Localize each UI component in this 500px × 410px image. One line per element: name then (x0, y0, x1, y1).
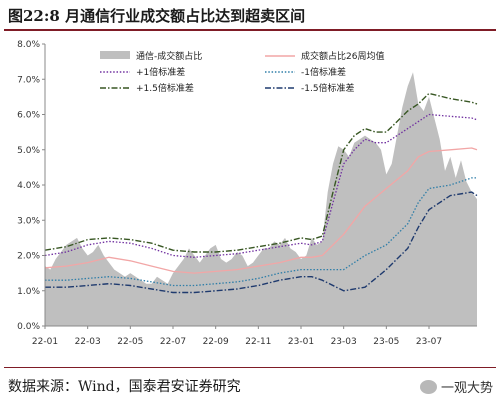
legend-label: +1倍标准差 (136, 66, 185, 78)
lines-layer (44, 92, 478, 294)
legend-label: +1.5倍标准差 (136, 82, 194, 94)
area-layer (45, 72, 477, 326)
watermark-label: 一观大势 (441, 381, 494, 396)
series-area-0 (45, 72, 477, 326)
axes-layer: 0.0% 1.0% 2.0% 3.0% 4.0% 5.0% 6.0% 7.0% 8.0% 22-0… (17, 40, 477, 347)
chart: 0.0% 1.0% 2.0% 3.0% 4.0% 5.0% 6.0% 7.0% 8.0% 22-0… (17, 40, 478, 347)
series-line-3 (45, 177, 477, 287)
wechat-icon (420, 379, 437, 394)
x-tick-label: 22-03 (75, 337, 101, 347)
series-line-2 (44, 113, 478, 258)
legend-layer: 通信-成交额占比 成交额占比26周均值 +1倍标准差 -1倍标准差 +1.5倍标准差 -1… (100, 50, 384, 94)
x-tick-label: 23-05 (373, 337, 399, 347)
series-line-1 (44, 147, 478, 274)
y-tick-label: 5.0% (17, 146, 40, 156)
y-tick-label: 2.0% (17, 252, 40, 262)
watermark: 一观大势 (420, 377, 493, 396)
y-tick-label: 3.0% (17, 216, 40, 226)
y-tick-label: 0.0% (17, 322, 40, 332)
x-tick-label: 22-11 (245, 337, 271, 347)
x-tick-label: 23-07 (416, 337, 442, 347)
x-tick-label: 22-01 (32, 337, 58, 347)
legend-swatch (100, 51, 130, 59)
series-line-4 (44, 92, 478, 253)
title-divider (4, 29, 496, 31)
x-tick-label: 22-05 (117, 337, 143, 347)
y-tick-label: 4.0% (17, 181, 40, 191)
page-title: 图22:8 月通信行业成交额占比达到超卖区间 (8, 7, 306, 25)
series-line-5 (45, 191, 478, 294)
legend-label: -1.5倍标准差 (301, 82, 355, 94)
y-tick-label: 1.0% (17, 287, 40, 297)
source-note: 数据来源：Wind，国泰君安证券研究 (8, 379, 241, 395)
footer-divider (4, 367, 496, 368)
y-tick-label: 8.0% (17, 40, 40, 50)
x-tick-label: 22-09 (203, 337, 229, 347)
x-tick-label: 22-07 (160, 337, 186, 347)
x-tick-label: 23-03 (331, 337, 357, 347)
y-tick-label: 7.0% (17, 75, 40, 85)
legend-label: 通信-成交额占比 (136, 50, 202, 62)
legend-label: 成交额占比26周均值 (301, 50, 384, 62)
y-tick-label: 6.0% (17, 111, 40, 121)
x-tick-label: 23-01 (288, 337, 314, 347)
legend-label: -1倍标准差 (301, 66, 346, 78)
